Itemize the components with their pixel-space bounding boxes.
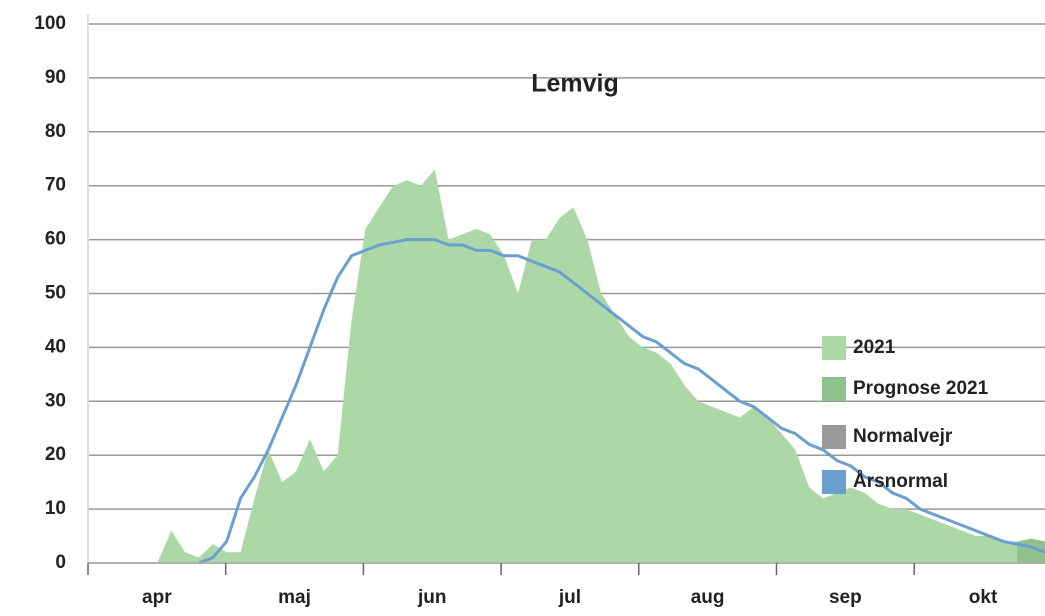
y-tick-label: 60 [45, 229, 66, 250]
legend-label: 2021 [853, 337, 896, 358]
y-tick-label: 80 [45, 121, 66, 142]
chart-title: Lemvig [531, 70, 619, 98]
y-tick-label: 70 [45, 175, 66, 196]
legend-label: Normalvejr [853, 426, 953, 447]
y-tick-label: 0 [55, 552, 66, 573]
x-tick-label: jun [417, 587, 447, 608]
legend-swatch [822, 425, 846, 449]
x-tick-label: apr [142, 587, 172, 608]
area [88, 169, 1045, 563]
y-tick-label: 90 [45, 67, 66, 88]
legend-label: Prognose 2021 [853, 378, 989, 399]
line [198, 238, 1045, 565]
legend-label: Årsnormal [853, 471, 948, 492]
x-tick-label: sep [829, 587, 862, 608]
y-tick-label: 30 [45, 390, 66, 411]
y-tick-label: 20 [45, 444, 66, 465]
x-tick-label: jul [558, 587, 581, 608]
legend-swatch [822, 470, 846, 494]
legend-swatch [822, 336, 846, 360]
legend-swatch [822, 377, 846, 401]
x-tick-label: okt [969, 587, 998, 608]
y-tick-label: 40 [45, 336, 66, 357]
y-tick-label: 10 [45, 498, 66, 519]
x-tick-label: aug [691, 587, 725, 608]
y-tick-label: 100 [34, 13, 66, 34]
x-tick-label: maj [278, 587, 311, 608]
y-tick-label: 50 [45, 283, 66, 304]
